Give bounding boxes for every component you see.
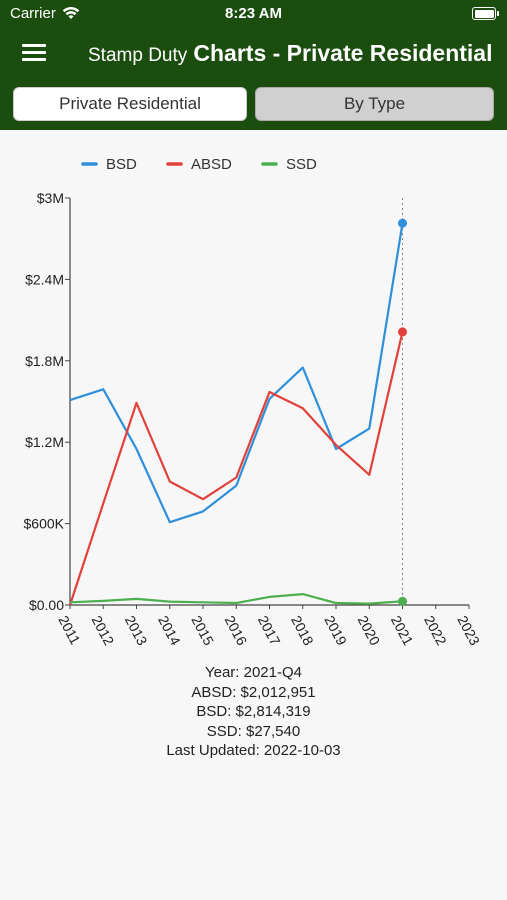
series-line-bsd: [69, 223, 404, 524]
carrier-label: Carrier: [10, 5, 56, 22]
highlight-point-ssd: [398, 596, 407, 606]
tab-by-type[interactable]: By Type: [255, 87, 494, 121]
info-bsd: BSD: $2,814,319: [196, 703, 311, 720]
y-tick-label: $2.4M: [25, 271, 64, 287]
x-tick-label: 2013: [122, 613, 151, 648]
legend-label-bsd: BSD: [106, 156, 137, 173]
y-tick-label: $1.8M: [25, 353, 64, 369]
selected-point-info: Year: 2021-Q4 ABSD: $2,012,951 BSD: $2,8…: [0, 663, 507, 761]
x-tick-label: 2012: [89, 613, 118, 648]
app-header: Carrier 8:23 AM Stamp Duty Charts - Priv…: [0, 0, 507, 130]
y-tick-label: $3M: [37, 190, 64, 206]
series-line-ssd: [69, 592, 403, 605]
legend-label-ssd: SSD: [286, 156, 317, 173]
x-tick-label: 2015: [188, 613, 217, 648]
highlight-point-bsd: [398, 218, 407, 228]
x-tick-label: 2017: [255, 613, 284, 648]
x-tick-label: 2022: [421, 613, 450, 648]
x-tick-label: 2018: [288, 613, 317, 648]
info-ssd: SSD: $27,540: [206, 722, 301, 740]
battery-icon: [472, 7, 499, 20]
highlight-point-absd: [398, 327, 407, 337]
info-last-updated: Last Updated: 2022-10-03: [166, 742, 341, 759]
x-tick-label: 2020: [355, 613, 384, 648]
x-tick-label: 2021: [388, 613, 417, 648]
info-year: Year: 2021-Q4: [204, 664, 303, 681]
legend-label-absd: ABSD: [191, 156, 232, 173]
page-title: Stamp Duty Charts - Private Residential: [88, 40, 493, 66]
tab-private-residential[interactable]: Private Residential: [13, 87, 247, 121]
series-line-absd: [68, 331, 404, 606]
wifi-icon: [62, 7, 80, 19]
y-tick-label: $600K: [24, 516, 65, 532]
x-tick-label: 2011: [55, 613, 83, 647]
y-tick-label: $1.2M: [25, 434, 64, 450]
y-tick-label: $0.00: [29, 597, 64, 613]
x-tick-label: 2014: [155, 613, 184, 648]
clock-label: 8:23 AM: [225, 5, 282, 22]
x-tick-label: 2023: [454, 613, 483, 648]
x-tick-label: 2016: [222, 613, 251, 648]
line-chart[interactable]: BSD ABSD SSD $0.00 $600K $1.2M $1.8M $2.4M $3M 20…: [0, 130, 507, 660]
x-tick-label: 2019: [321, 613, 350, 648]
info-absd: ABSD: $2,012,951: [191, 683, 316, 701]
menu-icon[interactable]: [22, 44, 48, 64]
